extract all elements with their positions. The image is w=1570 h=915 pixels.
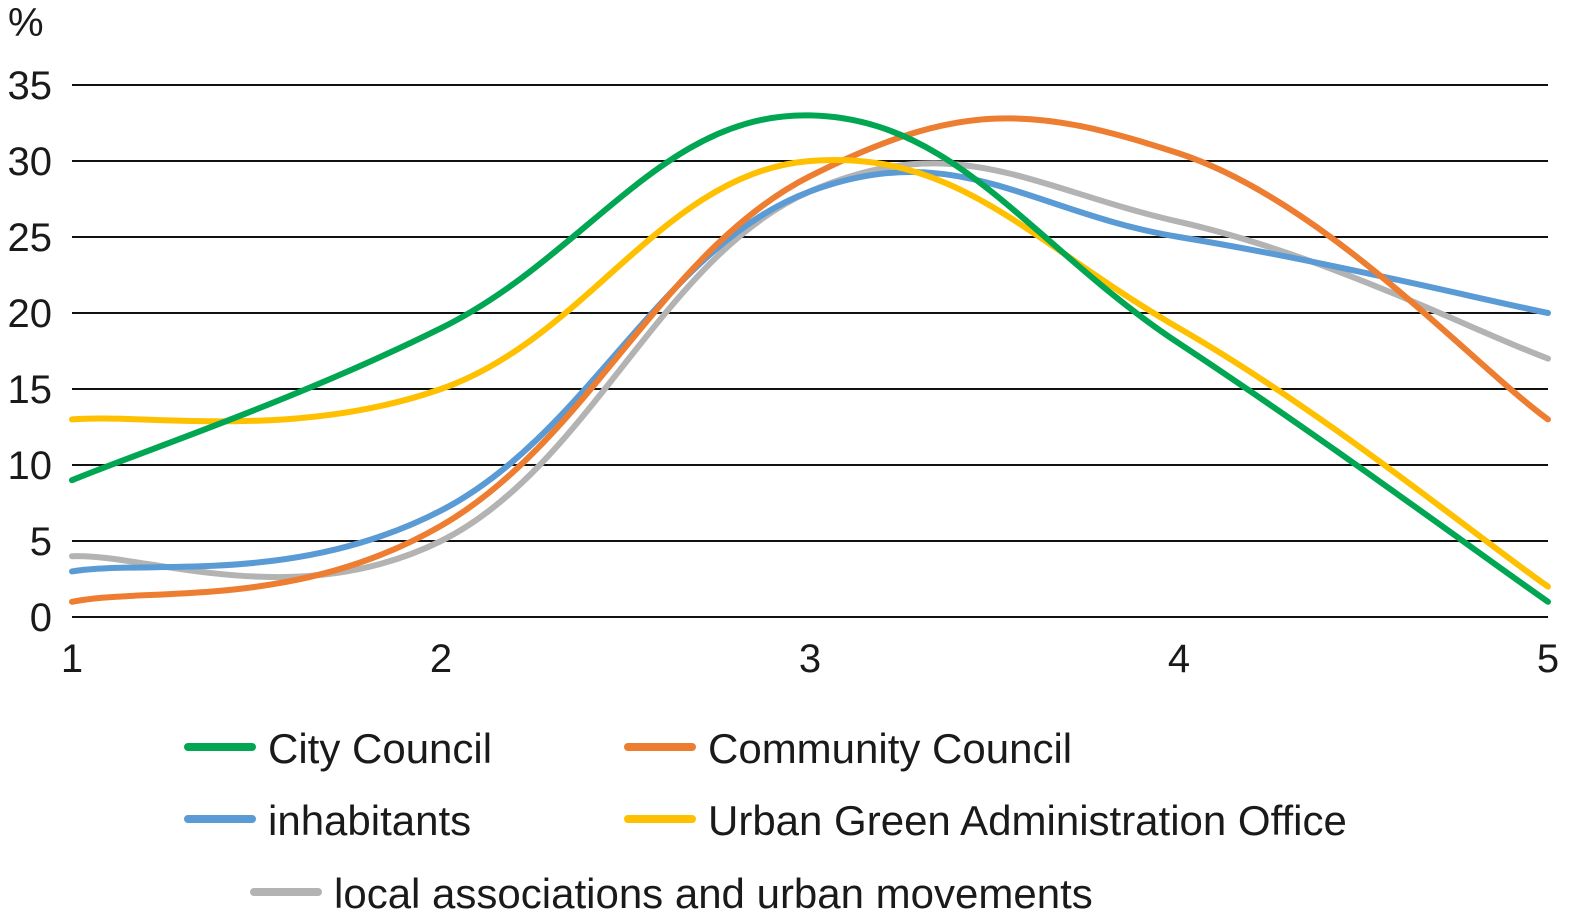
y-axis-label: % bbox=[8, 1, 44, 45]
x-tick-label: 3 bbox=[799, 637, 821, 681]
series-line-community-council bbox=[69, 115, 1551, 605]
y-tick-label: 0 bbox=[30, 596, 52, 640]
x-tick-label: 2 bbox=[430, 637, 452, 681]
series-line-city-council bbox=[69, 112, 1551, 605]
y-tick-label: 15 bbox=[8, 368, 53, 412]
x-tick-label: 5 bbox=[1537, 637, 1559, 681]
legend-label: local associations and urban movements bbox=[334, 870, 1093, 915]
y-tick-label: 30 bbox=[8, 140, 53, 184]
legend-item: Urban Green Administration Office bbox=[624, 797, 1347, 844]
legend-item: Community Council bbox=[624, 725, 1072, 772]
series-line-local-associations-and-urban-movements bbox=[69, 160, 1551, 580]
legend-label: Urban Green Administration Office bbox=[708, 797, 1347, 844]
series-line-inhabitants bbox=[69, 169, 1551, 575]
y-tick-label: 35 bbox=[8, 64, 53, 108]
legend-label: inhabitants bbox=[268, 797, 471, 844]
y-tick-label: 25 bbox=[8, 216, 53, 260]
legend-item: City Council bbox=[184, 725, 492, 772]
legend-label: Community Council bbox=[708, 725, 1072, 772]
x-tick-label: 4 bbox=[1168, 637, 1190, 681]
series-line-urban-green-administration-office bbox=[69, 156, 1551, 590]
x-tick-label: 1 bbox=[61, 637, 83, 681]
legend-label: City Council bbox=[268, 725, 492, 772]
y-tick-label: 20 bbox=[8, 292, 53, 336]
y-tick-label: 10 bbox=[8, 444, 53, 488]
legend-item: local associations and urban movements bbox=[250, 870, 1093, 915]
y-tick-label: 5 bbox=[30, 520, 52, 564]
legend-item: inhabitants bbox=[184, 797, 471, 844]
